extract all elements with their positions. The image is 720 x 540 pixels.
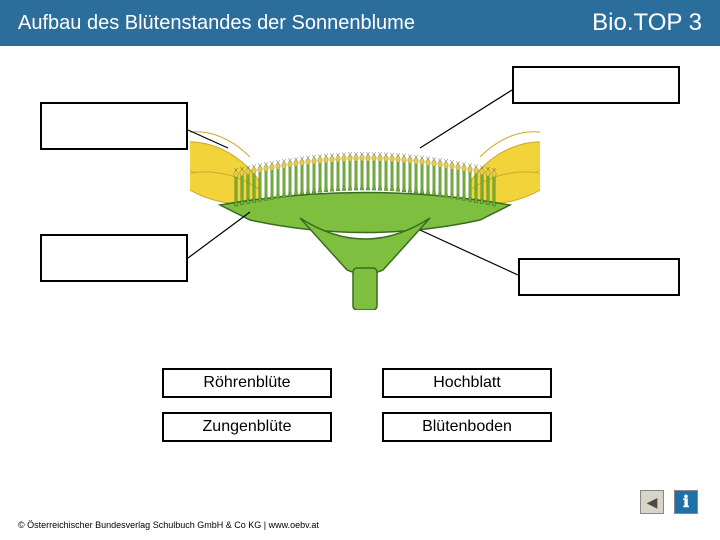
- header-bar: Aufbau des Blütenstandes der Sonnenblume…: [0, 0, 720, 46]
- nav-back-button[interactable]: ◀: [640, 490, 664, 514]
- copyright-footer: © Österreichischer Bundesverlag Schulbuc…: [18, 520, 319, 530]
- label-target-box-tl[interactable]: [40, 102, 188, 150]
- answer-ans-1[interactable]: Röhrenblüte: [162, 368, 332, 398]
- answer-ans-4[interactable]: Blütenboden: [382, 412, 552, 442]
- answer-ans-2[interactable]: Hochblatt: [382, 368, 552, 398]
- label-target-box-tr[interactable]: [512, 66, 680, 104]
- brand-label: Bio.TOP 3: [592, 9, 702, 37]
- slide: Aufbau des Blütenstandes der Sonnenblume…: [0, 0, 720, 540]
- label-target-box-bl[interactable]: [40, 234, 188, 282]
- slide-title: Aufbau des Blütenstandes der Sonnenblume: [18, 12, 415, 35]
- label-target-box-br[interactable]: [518, 258, 680, 296]
- nav-info-button[interactable]: ℹ: [674, 490, 698, 514]
- sunflower-diagram: [190, 110, 540, 310]
- answer-ans-3[interactable]: Zungenblüte: [162, 412, 332, 442]
